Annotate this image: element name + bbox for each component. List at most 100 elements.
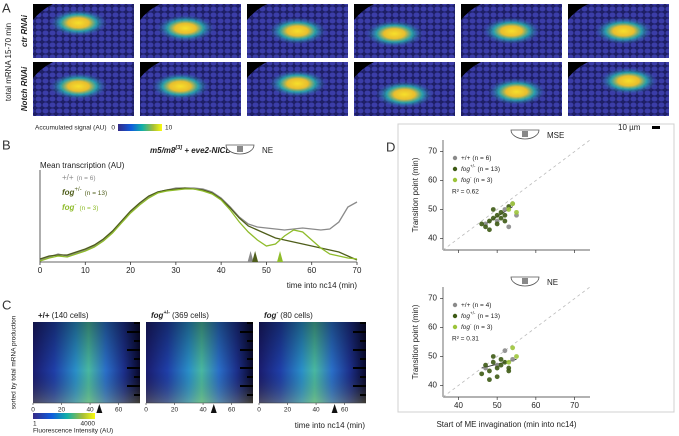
colorbar-tick-label: 10: [165, 125, 173, 132]
embryo-region: [237, 146, 243, 152]
heatmap-row-end: [360, 358, 366, 360]
transition-marker: [277, 251, 284, 262]
heatmap-shade: [146, 322, 253, 403]
scatter-point: [506, 224, 512, 230]
scatter-point: [498, 209, 504, 215]
scatter-point: [487, 377, 492, 383]
region-label: NE: [262, 146, 273, 155]
colorbar-tick-label: 0: [111, 125, 115, 132]
y-axis-label: Transition point (min): [411, 304, 420, 379]
heatmap-title: fog- (80 cells): [264, 310, 313, 320]
scatter-point: [514, 354, 519, 359]
legend-entry-part: (n = 3): [474, 177, 493, 184]
heatmap-title-part: +/-: [163, 310, 170, 316]
scatter-point: [479, 371, 485, 377]
scatter-point: [498, 362, 504, 368]
scatter-point: [502, 212, 508, 218]
scatter-point: [494, 221, 500, 227]
heatmap-row-end: [134, 322, 140, 324]
legend-entry-part: +/-: [74, 187, 81, 193]
scatter-point: [502, 218, 508, 224]
image-corner: [247, 62, 267, 78]
transition-marker: [252, 251, 259, 262]
transition-marker: [96, 404, 103, 413]
image-corner: [568, 4, 588, 20]
heatmap-title-part: +/+: [38, 311, 50, 320]
x-tick-label: 40: [312, 407, 320, 414]
heatmap-row-end: [240, 349, 253, 351]
identity-line: [442, 286, 591, 398]
colorbar-label: Fluorescence Intensity (AU): [33, 428, 113, 435]
x-tick-label: 60: [341, 407, 349, 414]
legend-entry-part: fog: [62, 188, 75, 197]
scatter-point: [494, 212, 500, 218]
heatmap-title-part: (369 cells): [172, 311, 209, 320]
legend-marker: [452, 324, 458, 330]
legend-entry: fog-(n = 3): [461, 322, 493, 331]
signal-glow: [593, 17, 654, 45]
signal-glow: [267, 17, 328, 45]
scatter-point: [483, 224, 488, 230]
scale-bar-label: 10 µm: [618, 123, 641, 132]
embryo-region: [522, 278, 528, 284]
heatmap-row-end: [353, 349, 366, 351]
scatter-point: [490, 359, 496, 365]
panel-label: D: [386, 139, 395, 154]
colorbar: [118, 124, 162, 131]
legend-entry-part: +/+: [461, 155, 471, 162]
x-tick-label: 60: [531, 401, 540, 410]
heatmap-title-part: fog: [264, 311, 277, 320]
x-tick-label: 0: [144, 407, 148, 414]
fit-line: [481, 358, 517, 369]
region-label: NE: [547, 278, 558, 287]
colorbar-label: Accumulated signal (AU): [35, 125, 107, 132]
x-tick-label: 0: [257, 407, 261, 414]
chart-title: m5/m8[3] + eve2-NICD: [150, 145, 231, 155]
y-axis-label: sorted by total mRNA production: [11, 315, 18, 409]
heatmap-row-end: [127, 367, 140, 369]
legend-entry-part: (n = 4): [472, 302, 491, 309]
transition-marker: [210, 404, 217, 413]
scatter-point: [502, 207, 508, 212]
embryo-region: [522, 131, 528, 137]
heatmap-row-end: [353, 367, 366, 369]
y-tick-label: 60: [428, 323, 437, 332]
legend-entry-part: -: [470, 175, 472, 180]
series-line: [39, 188, 358, 262]
heatmap-title: fog+/- (369 cells): [151, 310, 209, 320]
heatmap-row-end: [353, 385, 366, 387]
legend-entry-part: (n = 6): [472, 155, 491, 162]
legend-marker: [452, 177, 458, 183]
x-tick-label: 60: [307, 266, 316, 275]
signal-glow: [364, 19, 425, 48]
x-tick-label: 20: [126, 266, 135, 275]
scatter-point: [502, 348, 508, 354]
x-tick-label: 40: [86, 407, 94, 414]
heatmap-row-end: [360, 340, 366, 342]
x-tick-label: 0: [31, 407, 35, 414]
scatter-point: [490, 354, 496, 359]
image-corner: [354, 62, 374, 78]
scatter-point: [479, 221, 485, 227]
heatmap-row-end: [240, 331, 253, 333]
legend-entry-part: fog: [461, 324, 470, 331]
chart-title-part: [3]: [174, 145, 182, 151]
x-tick-label: 40: [199, 407, 207, 414]
row-label: ctr RNAi: [20, 14, 29, 47]
signal-glow: [150, 72, 211, 101]
x-tick-label: 50: [493, 401, 502, 410]
x-tick-label: 40: [217, 266, 226, 275]
x-tick-label: 10: [81, 266, 90, 275]
series-line: [39, 187, 358, 261]
heatmap-row-end: [360, 322, 366, 324]
heatmap-shade: [259, 322, 366, 403]
x-axis-label: time into nc14 (min): [287, 281, 358, 290]
heatmap-row-end: [353, 331, 366, 333]
image-corner: [247, 4, 267, 20]
heatmap-row-end: [134, 358, 140, 360]
panel-label: A: [2, 0, 11, 15]
heatmap-row-end: [247, 394, 253, 396]
y-tick-label: 70: [428, 294, 437, 303]
signal-glow: [598, 66, 659, 95]
